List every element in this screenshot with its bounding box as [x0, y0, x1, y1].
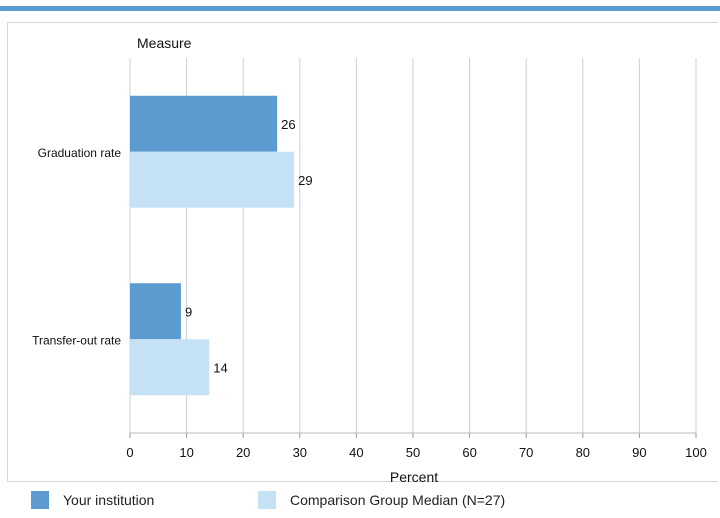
tick-label-x-50: 50 — [406, 445, 420, 460]
bar-layer — [130, 95, 295, 396]
tick-label-x-40: 40 — [349, 445, 363, 460]
y-axis-title: Measure — [137, 35, 192, 51]
bar-1-series-1 — [130, 339, 210, 396]
legend: Your institution Comparison Group Median… — [0, 490, 720, 518]
tick-label-x-100: 100 — [685, 445, 707, 460]
data-label-1-series-0: 9 — [185, 304, 192, 319]
tick-label-x-20: 20 — [236, 445, 250, 460]
category-label-1: Transfer-out rate — [32, 333, 121, 347]
x-axis-title: Percent — [390, 469, 438, 485]
tick-label-x-0: 0 — [126, 445, 133, 460]
chart-frame — [7, 22, 718, 482]
data-label-1-series-1: 14 — [213, 360, 227, 375]
bar-1-series-0 — [130, 283, 181, 340]
tick-label-x-30: 30 — [293, 445, 307, 460]
label-layer: 0 10 20 30 40 50 60 70 80 90 100 Graduation rate 26 2… — [32, 117, 707, 460]
data-label-0-series-0: 26 — [281, 117, 295, 132]
bar-0-series-0 — [130, 95, 278, 152]
top-accent-rule — [0, 6, 720, 11]
tick-label-x-80: 80 — [576, 445, 590, 460]
bar-0-series-1 — [130, 151, 295, 208]
legend-swatch-comparison-median — [258, 491, 276, 509]
legend-item-your-institution: Your institution — [31, 490, 154, 510]
tick-label-x-10: 10 — [179, 445, 193, 460]
tick-label-x-70: 70 — [519, 445, 533, 460]
legend-label-your-institution: Your institution — [63, 492, 155, 508]
legend-item-comparison-median: Comparison Group Median (N=27) — [258, 490, 505, 510]
data-label-0-series-1: 29 — [298, 173, 312, 188]
tick-label-x-60: 60 — [462, 445, 476, 460]
legend-swatch-your-institution — [31, 491, 49, 509]
legend-label-comparison-median: Comparison Group Median (N=27) — [290, 492, 506, 508]
tick-label-x-90: 90 — [632, 445, 646, 460]
category-label-0: Graduation rate — [38, 146, 122, 160]
